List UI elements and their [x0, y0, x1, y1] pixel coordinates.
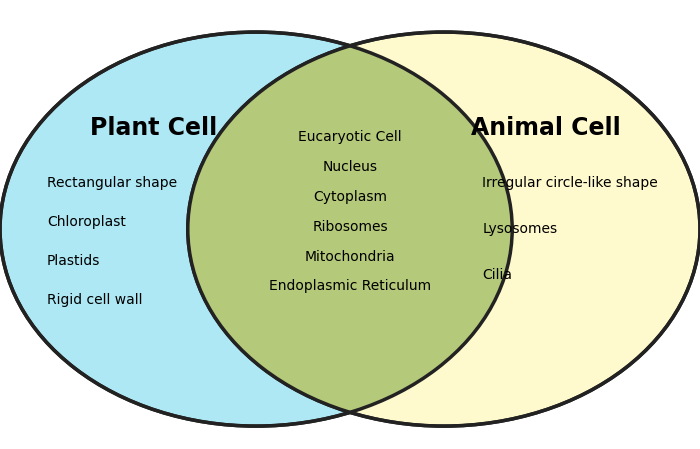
Text: Irregular circle-like shape: Irregular circle-like shape [482, 176, 658, 190]
Text: Chloroplast: Chloroplast [47, 215, 126, 229]
Polygon shape [188, 46, 512, 412]
Ellipse shape [0, 32, 512, 426]
Ellipse shape [188, 32, 700, 426]
Text: Cilia: Cilia [482, 268, 512, 282]
Text: Lysosomes: Lysosomes [482, 222, 557, 236]
Text: Ribosomes: Ribosomes [312, 220, 388, 234]
Text: Plant Cell: Plant Cell [90, 116, 217, 140]
Text: Mitochondria: Mitochondria [304, 250, 395, 264]
Text: Animal Cell: Animal Cell [472, 116, 621, 140]
Text: Endoplasmic Reticulum: Endoplasmic Reticulum [269, 279, 431, 293]
Text: Plastids: Plastids [47, 254, 100, 268]
Text: Cytoplasm: Cytoplasm [313, 190, 387, 204]
Text: Rigid cell wall: Rigid cell wall [47, 293, 143, 307]
Text: Rectangular shape: Rectangular shape [47, 176, 177, 190]
Text: Eucaryotic Cell: Eucaryotic Cell [298, 131, 402, 145]
Text: Nucleus: Nucleus [323, 160, 377, 174]
